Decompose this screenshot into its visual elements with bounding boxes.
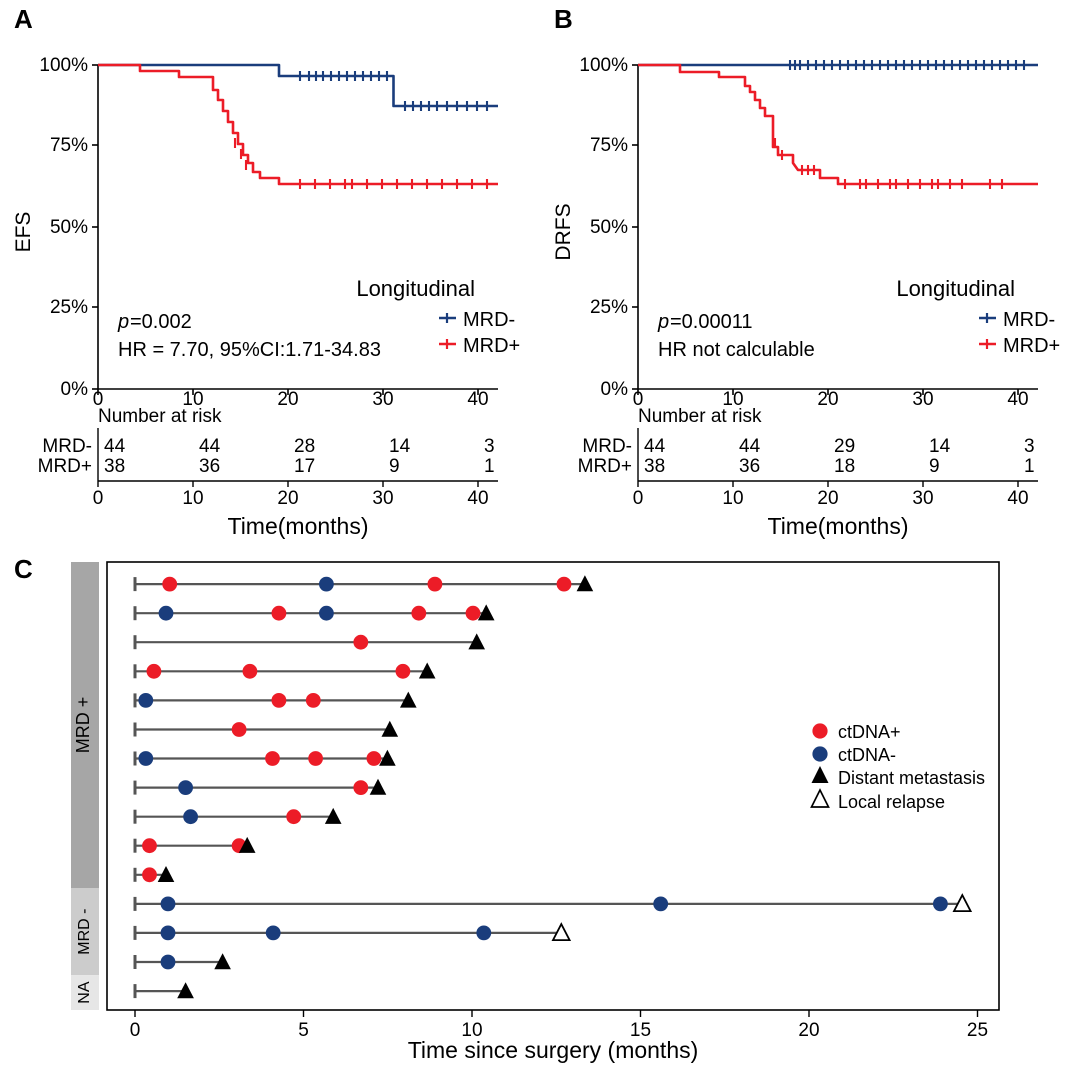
svg-text:40: 40 (467, 389, 488, 410)
svg-text:17: 17 (294, 456, 315, 477)
svg-text:MRD+: MRD+ (38, 456, 92, 477)
svg-text:30: 30 (372, 488, 393, 509)
svg-text:MRD-: MRD- (42, 436, 92, 457)
svg-text:30: 30 (912, 488, 933, 509)
svg-text:MRD-: MRD- (463, 309, 515, 331)
svg-text:3: 3 (1024, 436, 1035, 457)
svg-text:44: 44 (739, 436, 761, 457)
svg-text:ctDNA-: ctDNA- (838, 745, 896, 765)
svg-text:1: 1 (484, 456, 495, 477)
svg-text:50%: 50% (590, 217, 628, 238)
svg-text:p: p (657, 311, 669, 333)
svg-text:0: 0 (633, 488, 644, 509)
svg-text:9: 9 (389, 456, 400, 477)
svg-text:Longitudinal: Longitudinal (896, 276, 1015, 301)
svg-text:A: A (14, 4, 33, 34)
svg-text:100%: 100% (39, 55, 88, 76)
svg-text:Time(months): Time(months) (768, 513, 909, 539)
svg-text:Local relapse: Local relapse (838, 792, 945, 812)
svg-text:MRD +: MRD + (73, 697, 93, 754)
svg-text:14: 14 (929, 436, 951, 457)
svg-text:20: 20 (277, 488, 298, 509)
svg-text:20: 20 (798, 1020, 819, 1041)
svg-text:EFS: EFS (12, 212, 35, 253)
svg-text:C: C (14, 554, 33, 584)
svg-text:100%: 100% (579, 55, 628, 76)
svg-text:10: 10 (722, 488, 743, 509)
svg-text:Number at risk: Number at risk (638, 406, 762, 427)
svg-text:30: 30 (912, 389, 933, 410)
svg-text:MRD-: MRD- (582, 436, 632, 457)
svg-text:ctDNA+: ctDNA+ (838, 722, 901, 742)
svg-text:40: 40 (1007, 488, 1028, 509)
svg-text:MRD+: MRD+ (1003, 335, 1060, 357)
svg-text:25: 25 (967, 1020, 988, 1041)
svg-text:Distant metastasis: Distant metastasis (838, 768, 985, 788)
svg-text:MRD-: MRD- (1003, 309, 1055, 331)
svg-text:28: 28 (294, 436, 315, 457)
svg-text:20: 20 (817, 389, 838, 410)
svg-text:20: 20 (817, 488, 838, 509)
svg-text:14: 14 (389, 436, 411, 457)
svg-text:20: 20 (277, 389, 298, 410)
svg-text:NA: NA (76, 981, 93, 1004)
svg-text:DRFS: DRFS (552, 203, 575, 260)
svg-text:HR = 7.70, 95%CI:1.71-34.83: HR = 7.70, 95%CI:1.71-34.83 (118, 339, 381, 361)
svg-text:10: 10 (182, 488, 203, 509)
svg-text:44: 44 (199, 436, 221, 457)
svg-text:1: 1 (1024, 456, 1035, 477)
svg-text:0%: 0% (601, 379, 629, 400)
svg-text:3: 3 (484, 436, 495, 457)
svg-text:38: 38 (644, 456, 665, 477)
svg-text:5: 5 (298, 1020, 309, 1041)
svg-text:9: 9 (929, 456, 940, 477)
svg-text:HR not calculable: HR not calculable (658, 339, 815, 361)
svg-text:Time since surgery (months): Time since surgery (months) (408, 1037, 699, 1063)
svg-text:=0.002: =0.002 (130, 311, 192, 333)
svg-text:44: 44 (104, 436, 126, 457)
svg-text:Number at risk: Number at risk (98, 406, 222, 427)
svg-text:0: 0 (130, 1020, 141, 1041)
svg-text:MRD+: MRD+ (463, 335, 520, 357)
svg-text:40: 40 (467, 488, 488, 509)
svg-text:MRD -: MRD - (76, 908, 93, 954)
svg-text:36: 36 (199, 456, 220, 477)
svg-text:36: 36 (739, 456, 760, 477)
svg-text:25%: 25% (50, 297, 88, 318)
svg-text:MRD+: MRD+ (578, 456, 632, 477)
svg-text:0: 0 (93, 488, 104, 509)
svg-text:44: 44 (644, 436, 666, 457)
svg-text:B: B (554, 4, 573, 34)
svg-text:29: 29 (834, 436, 855, 457)
svg-text:50%: 50% (50, 217, 88, 238)
svg-text:p: p (117, 311, 129, 333)
svg-text:25%: 25% (590, 297, 628, 318)
svg-text:0%: 0% (61, 379, 89, 400)
svg-text:75%: 75% (590, 135, 628, 156)
svg-text:Time(months): Time(months) (228, 513, 369, 539)
svg-text:=0.00011: =0.00011 (670, 311, 753, 333)
svg-text:40: 40 (1007, 389, 1028, 410)
svg-text:38: 38 (104, 456, 125, 477)
svg-text:30: 30 (372, 389, 393, 410)
svg-text:75%: 75% (50, 135, 88, 156)
svg-text:18: 18 (834, 456, 855, 477)
svg-text:Longitudinal: Longitudinal (356, 276, 475, 301)
